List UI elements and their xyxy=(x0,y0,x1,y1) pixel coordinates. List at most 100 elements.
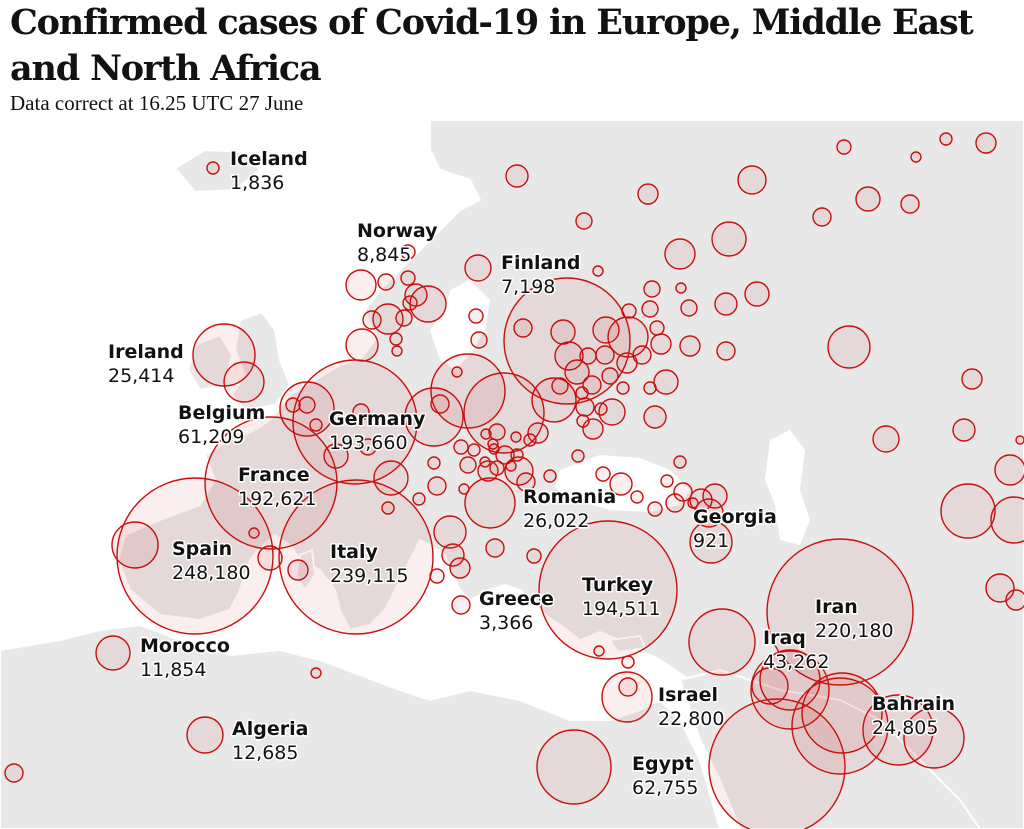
region-bubble xyxy=(598,398,626,426)
region-bubble xyxy=(451,366,463,378)
case-count-ireland: 25,414 xyxy=(108,365,174,387)
region-bubble xyxy=(345,269,377,301)
case-count-georgia: 921 xyxy=(693,530,729,552)
country-name-finland: Finland xyxy=(501,252,580,274)
region-bubble xyxy=(404,387,464,447)
country-name-israel: Israel xyxy=(658,684,718,706)
region-bubble xyxy=(660,474,674,488)
region-bubble xyxy=(680,299,698,317)
region-bubble xyxy=(441,543,465,567)
case-count-israel: 22,800 xyxy=(658,708,724,730)
region-bubble xyxy=(975,132,997,154)
country-name-turkey: Turkey xyxy=(582,574,654,596)
region-bubble xyxy=(643,405,667,429)
region-bubble xyxy=(554,341,584,371)
region-bubble xyxy=(309,418,323,432)
region-bubble xyxy=(939,132,953,146)
case-bubbles xyxy=(4,132,1024,829)
region-bubble xyxy=(836,139,852,155)
region-bubble xyxy=(400,244,416,260)
region-bubble xyxy=(412,492,426,506)
region-bubble xyxy=(630,490,644,504)
case-count-iceland: 1,836 xyxy=(230,172,284,194)
region-bubble xyxy=(395,309,413,327)
region-bubble xyxy=(372,303,404,335)
region-bubble xyxy=(359,438,377,456)
region-bubble xyxy=(716,341,736,361)
region-bubble xyxy=(571,449,585,463)
region-bubble xyxy=(391,345,403,357)
case-count-iran: 220,180 xyxy=(815,620,894,642)
land-britain xyxy=(230,310,292,412)
case-count-belgium: 61,209 xyxy=(178,426,244,448)
region-bubble xyxy=(702,483,728,509)
case-count-greece: 3,366 xyxy=(479,612,533,634)
region-bubble xyxy=(400,270,416,286)
case-count-germany: 193,660 xyxy=(329,432,408,454)
region-bubble xyxy=(543,469,557,483)
region-bubble xyxy=(855,186,881,212)
region-bubble xyxy=(352,403,370,421)
region-bubble xyxy=(526,548,542,564)
region-bubble xyxy=(516,472,536,492)
country-name-france: France xyxy=(238,464,310,486)
region-bubble xyxy=(643,280,661,298)
region-bubble xyxy=(616,381,630,395)
region-bubble xyxy=(687,497,699,509)
case-count-finland: 7,198 xyxy=(501,276,555,298)
baltic-sea xyxy=(430,280,490,370)
region-bubble xyxy=(910,151,922,163)
region-bubble xyxy=(345,328,379,362)
region-bubble xyxy=(616,352,638,374)
bubble-turkey xyxy=(538,520,678,660)
region-bubble xyxy=(647,501,663,517)
region-bubble xyxy=(470,331,488,349)
region-bubble xyxy=(323,443,349,469)
region-bubble xyxy=(679,335,701,357)
region-bubble xyxy=(95,635,131,671)
region-bubble xyxy=(673,482,693,502)
region-bubble xyxy=(714,292,738,316)
region-bubble xyxy=(206,161,220,175)
case-count-italy: 239,115 xyxy=(330,565,409,587)
region-bubble xyxy=(673,455,687,469)
bubble-iran xyxy=(766,538,914,686)
region-bubble xyxy=(111,521,159,569)
region-bubble xyxy=(429,568,445,584)
bubble-spain xyxy=(116,477,274,635)
region-bubble xyxy=(751,667,789,705)
region-bubble xyxy=(592,265,604,277)
region-bubble xyxy=(467,443,481,457)
case-count-romania: 26,022 xyxy=(523,510,589,532)
region-bubble xyxy=(427,476,447,496)
bubble-france xyxy=(204,416,338,550)
region-bubble xyxy=(373,460,409,496)
region-bubble xyxy=(564,359,590,385)
country-name-georgia: Georgia xyxy=(693,506,777,528)
region-bubble xyxy=(593,645,605,657)
region-bubble xyxy=(451,595,471,615)
region-bubble xyxy=(990,496,1024,544)
region-bubble xyxy=(812,207,832,227)
region-bubble xyxy=(389,332,403,346)
country-name-ireland: Ireland xyxy=(108,341,184,363)
region-bubble xyxy=(711,221,747,257)
region-bubble xyxy=(4,763,24,783)
case-count-algeria: 12,685 xyxy=(232,742,298,764)
region-bubble xyxy=(601,671,653,723)
region-bubble xyxy=(298,396,316,414)
region-bubble xyxy=(477,460,499,482)
region-bubble xyxy=(961,368,983,390)
region-bubble xyxy=(665,493,685,513)
country-name-iran: Iran xyxy=(815,596,858,618)
region-bubble xyxy=(694,498,724,528)
country-name-germany: Germany xyxy=(329,408,426,430)
country-name-algeria: Algeria xyxy=(232,718,308,740)
region-bubble xyxy=(287,559,309,581)
country-name-greece: Greece xyxy=(479,588,554,610)
region-bubble xyxy=(310,667,322,679)
case-count-morocco: 11,854 xyxy=(140,659,206,681)
region-bubble xyxy=(791,677,889,775)
region-bubble xyxy=(485,538,505,558)
